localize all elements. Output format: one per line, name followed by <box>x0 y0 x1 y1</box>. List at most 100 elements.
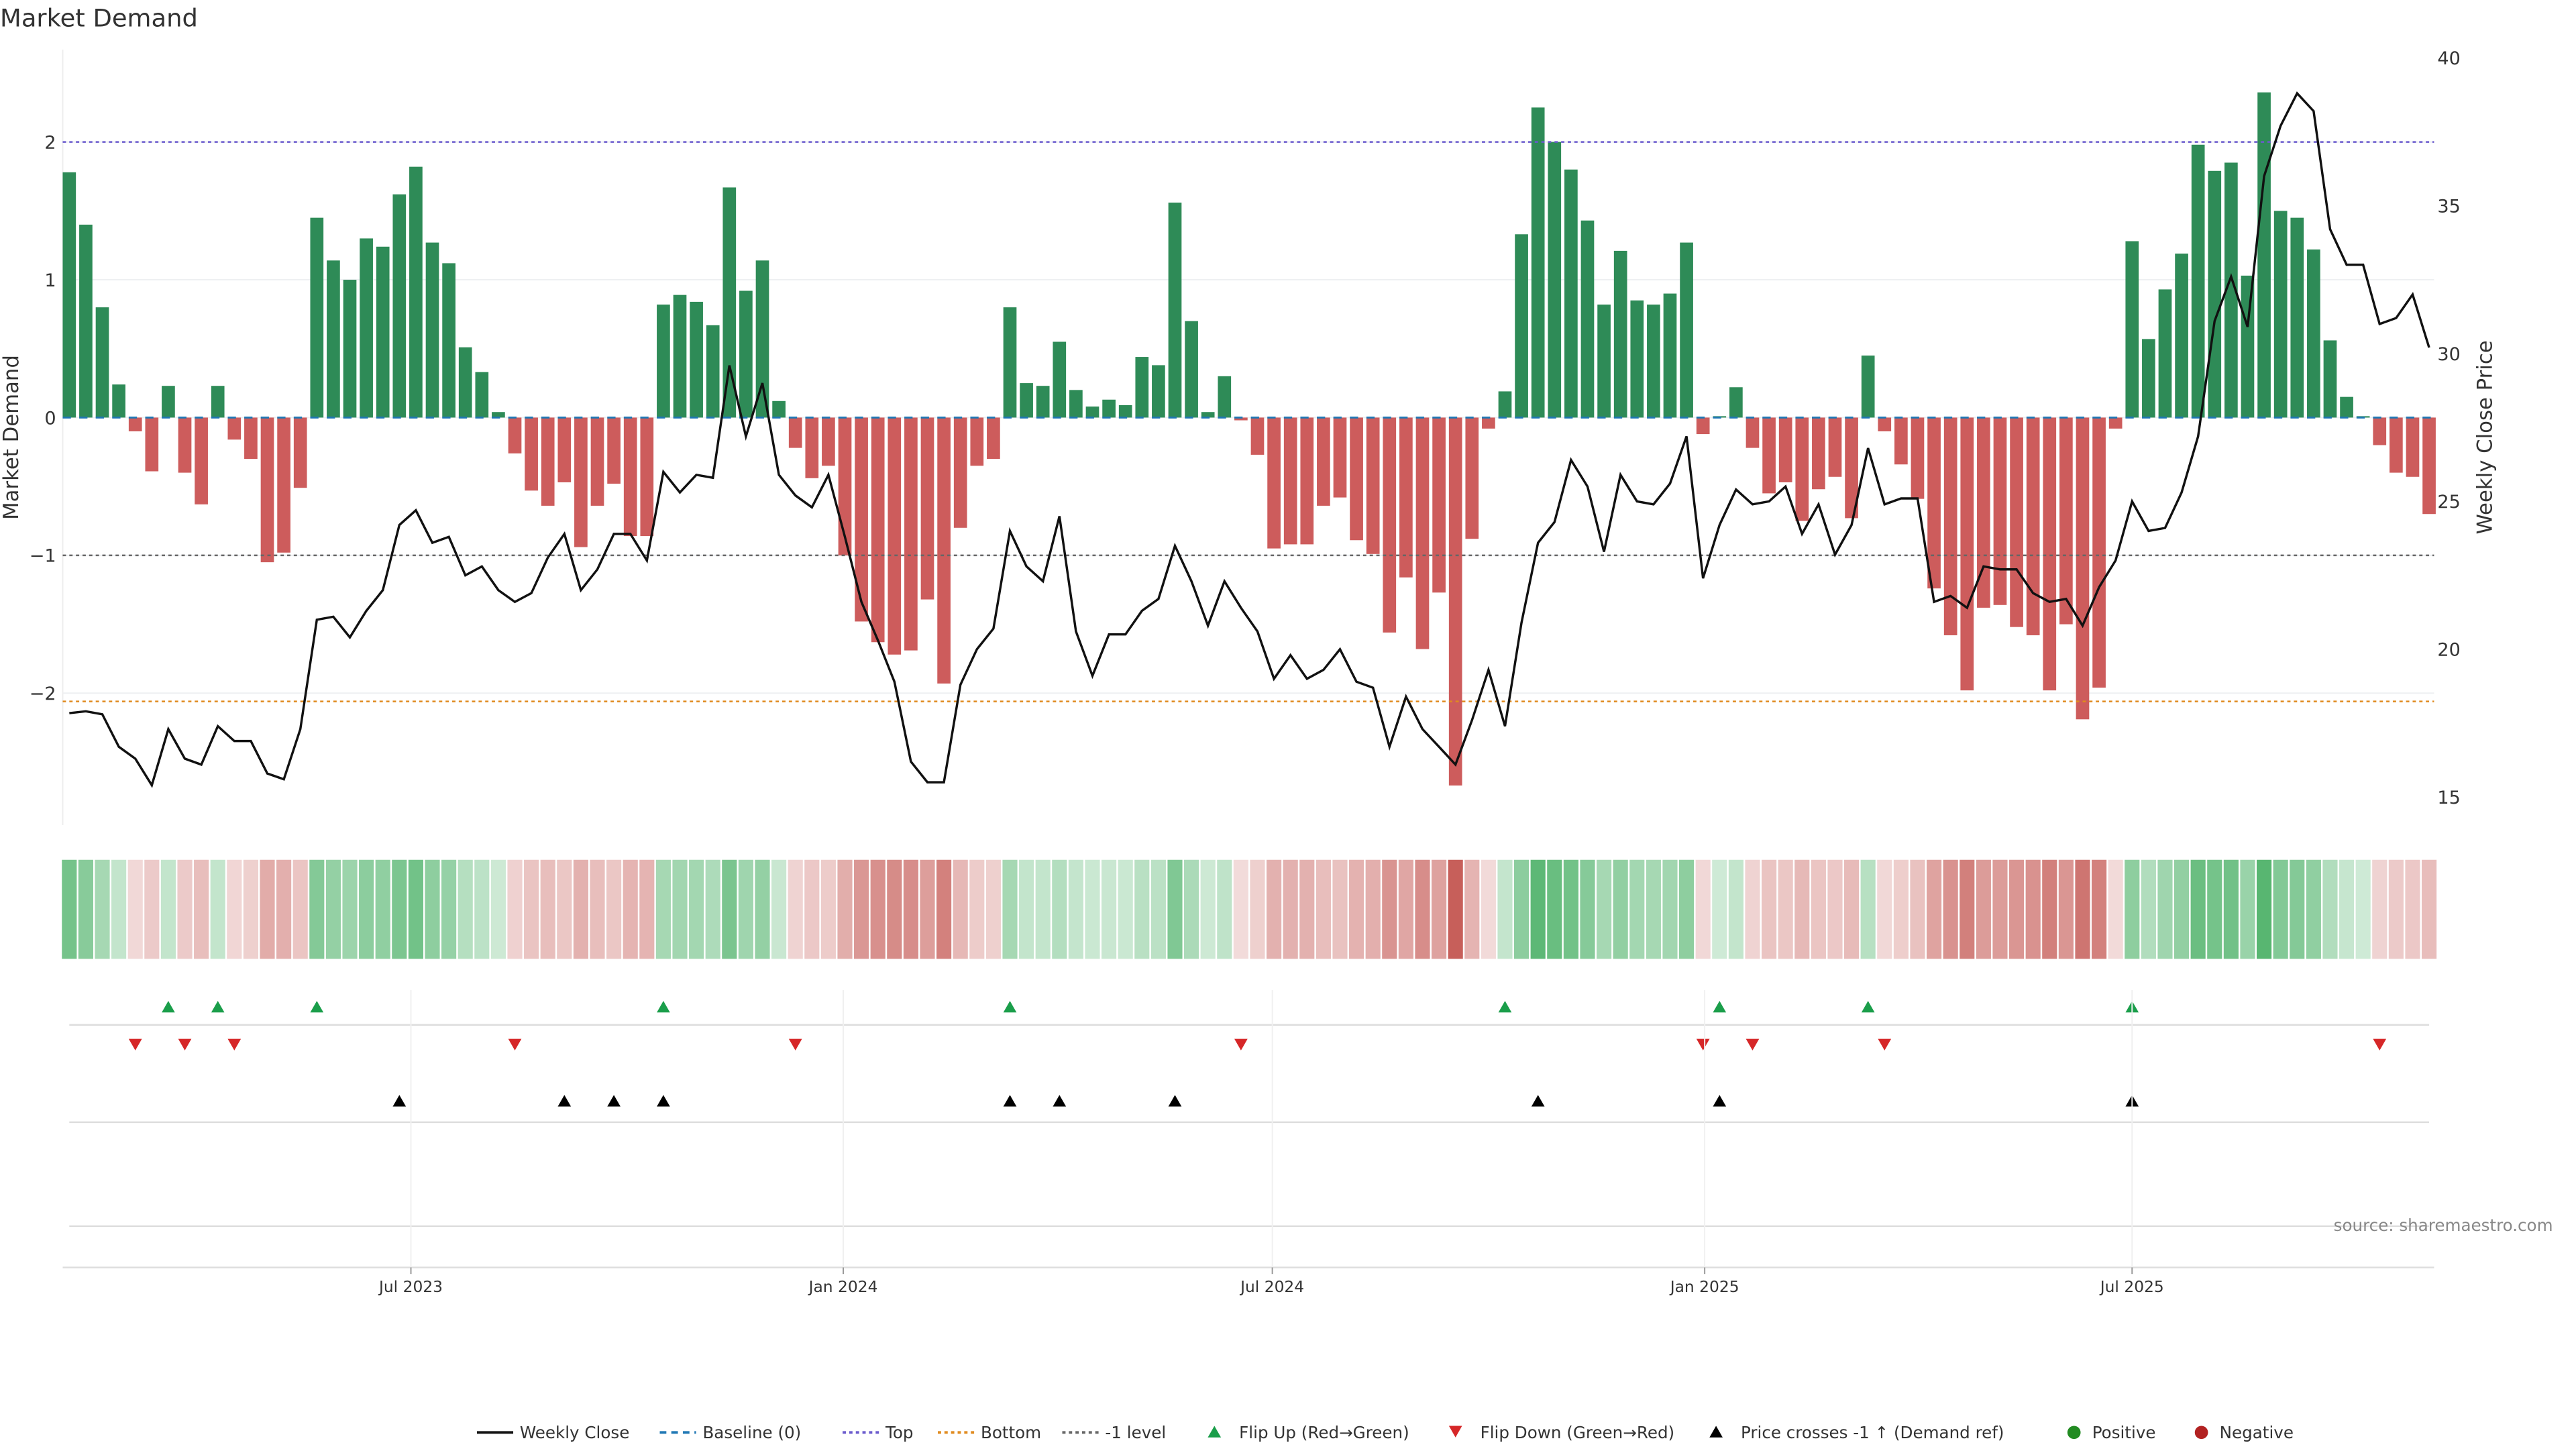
legend-label: Baseline (0) <box>702 1423 801 1442</box>
demand-bar <box>904 417 918 651</box>
demand-bar <box>2290 217 2304 418</box>
flip-down-marker <box>508 1038 522 1051</box>
heatmap-cell <box>227 859 242 959</box>
y2-tick-label: 30 <box>2437 344 2460 365</box>
demand-bar <box>244 417 258 460</box>
demand-bar <box>112 384 125 418</box>
demand-bar <box>1482 417 1495 429</box>
demand-bar <box>1300 417 1314 545</box>
demand-bar <box>1580 220 1595 418</box>
heatmap-cell <box>1052 859 1067 959</box>
source-note: source: sharemaestro.com <box>2334 1216 2553 1235</box>
demand-bar <box>657 305 670 418</box>
demand-bar <box>1630 300 1644 418</box>
heatmap-cell <box>820 859 836 959</box>
heatmap-cell <box>1184 859 1199 959</box>
demand-bar <box>2108 417 2123 429</box>
heatmap-cell <box>2058 859 2074 959</box>
demand-bar <box>1746 417 1760 448</box>
heatmap-cell <box>144 859 160 959</box>
heatmap-cell <box>1332 859 1348 959</box>
demand-bar <box>623 417 637 537</box>
demand-bar <box>2307 249 2320 418</box>
heatmap-cell <box>1085 859 1100 959</box>
heatmap-cell <box>1250 859 1265 959</box>
heatmap-cell <box>2108 859 2123 959</box>
heatmap-cell <box>210 859 225 959</box>
heatmap-cell <box>1200 859 1216 959</box>
demand-bar <box>360 238 373 418</box>
heatmap-cell <box>1398 859 1413 959</box>
flip-down-marker <box>1234 1038 1248 1051</box>
level-lines <box>62 141 2434 702</box>
demand-bar <box>2340 396 2353 418</box>
x-tick-label: Jul 2023 <box>378 1277 443 1296</box>
y-tick-label: 1 <box>44 270 56 291</box>
y2-tick-label: 40 <box>2437 48 2460 69</box>
demand-bar <box>871 417 885 643</box>
demand-bar <box>1548 142 1562 418</box>
demand-bar <box>178 417 192 473</box>
demand-bar <box>195 417 208 504</box>
demand-bar <box>2092 417 2106 688</box>
heatmap-cell <box>2306 859 2321 959</box>
heatmap-cell <box>854 859 869 959</box>
demand-bar <box>1812 417 1825 490</box>
heatmap-cell <box>969 859 985 959</box>
demand-bar <box>1069 390 1083 418</box>
heatmap-cell <box>755 859 770 959</box>
y-tick-label: −1 <box>30 546 56 567</box>
demand-bar <box>1317 417 1330 506</box>
heatmap-cell <box>160 859 176 959</box>
demand-bar <box>2373 417 2387 445</box>
demand-bar <box>855 417 868 622</box>
heatmap-cell <box>276 859 292 959</box>
heatmap-cell <box>1860 859 1876 959</box>
x-tick-label: Jul 2024 <box>1239 1277 1304 1296</box>
demand-bar <box>1003 307 1017 418</box>
legend-label: Negative <box>2220 1423 2294 1442</box>
demand-bar <box>1861 356 1875 418</box>
heatmap-cell <box>1233 859 1248 959</box>
heatmap-cell <box>507 859 523 959</box>
demand-bar <box>1845 417 1858 519</box>
flip-down-marker <box>1746 1038 1760 1051</box>
demand-bars <box>62 92 2436 786</box>
heatmap-cell <box>62 859 77 959</box>
heatmap-cell <box>2256 859 2272 959</box>
demand-bar <box>1927 417 1941 589</box>
demand-bar <box>2076 417 2090 720</box>
demand-bar <box>1729 387 1743 418</box>
demand-bar <box>805 417 819 478</box>
demand-bar <box>1102 399 1116 418</box>
demand-bar <box>442 263 455 418</box>
demand-bar <box>1960 417 1974 691</box>
heatmap-cell <box>194 859 209 959</box>
demand-bar <box>772 400 786 418</box>
flip-down-marker <box>1696 1038 1710 1051</box>
demand-bar <box>1085 407 1099 418</box>
heatmap-cell <box>1629 859 1645 959</box>
flip-up-marker <box>310 1001 324 1013</box>
heatmap-cell <box>441 859 457 959</box>
demand-bar <box>2175 254 2188 418</box>
heatmap-cell <box>1448 859 1463 959</box>
demand-bar <box>1201 412 1215 418</box>
demand-bar <box>2323 340 2337 418</box>
heatmap-cell <box>1150 859 1166 959</box>
demand-bar <box>2257 92 2271 418</box>
flip-up-marker <box>1713 1001 1727 1013</box>
demand-bar <box>1894 417 1908 465</box>
heatmap-cell <box>606 859 622 959</box>
x-tick-label: Jan 2024 <box>808 1277 878 1296</box>
right-axis: 40 35 30 25 20 15 <box>2437 48 2460 808</box>
demand-bar <box>673 294 687 418</box>
demand-bar <box>1053 341 1067 418</box>
demand-bar <box>425 242 439 418</box>
heatmap-cell <box>771 859 787 959</box>
flip-up-marker <box>1861 1001 1875 1013</box>
heatmap-cell <box>903 859 918 959</box>
demand-bar <box>525 417 538 491</box>
flip-up-marker <box>1498 1001 1512 1013</box>
heatmap-cell <box>490 859 506 959</box>
